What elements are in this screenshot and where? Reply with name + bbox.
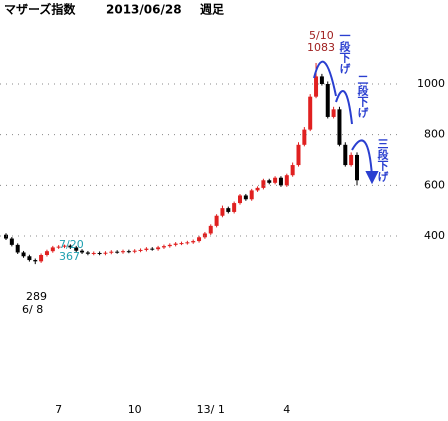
chart-title: マザーズ指数 (4, 2, 76, 17)
annotation: 三段下げ (376, 138, 389, 183)
x-tick-label: 4 (283, 403, 290, 416)
annotation: 二段下げ (356, 74, 369, 119)
y-tick-label: 800 (424, 128, 445, 141)
chart-date: 2013/06/28 (106, 3, 182, 17)
arrow (313, 60, 337, 97)
annotation: 6/ 8 (22, 303, 43, 316)
arrow (351, 139, 373, 177)
x-tick-label: 10 (128, 403, 142, 416)
annotation: 5/10 (309, 29, 334, 42)
y-tick-label: 1000 (417, 77, 445, 90)
annotation: 367 (59, 250, 80, 263)
arrowhead (365, 171, 379, 185)
y-tick-label: 600 (424, 178, 445, 191)
annotation: 一段下げ (338, 30, 351, 75)
x-tick-label: 13/ 1 (197, 403, 225, 416)
annotation: 289 (26, 290, 47, 303)
annotation: 1083 (307, 41, 335, 54)
arrow (335, 90, 353, 125)
arrows (313, 60, 379, 185)
x-tick-label: 7 (55, 403, 62, 416)
chart-period: 週足 (200, 2, 224, 17)
annotation: 7/20 (59, 238, 84, 251)
y-tick-label: 400 (424, 229, 445, 242)
